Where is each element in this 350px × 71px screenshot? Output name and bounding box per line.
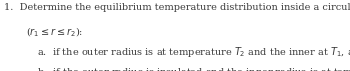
- Text: ($r_1 \leq r \leq r_2$):: ($r_1 \leq r \leq r_2$):: [26, 26, 83, 39]
- Text: a.  if the outer radius is at temperature $T_2$ and the inner at $T_1$, and: a. if the outer radius is at temperature…: [37, 45, 350, 59]
- Text: 1.  Determine the equilibrium temperature distribution inside a circular annulus: 1. Determine the equilibrium temperature…: [4, 3, 350, 12]
- Text: b.  if the outer radius is insulated and the inner radius is at temperature $T_1: b. if the outer radius is insulated and …: [37, 65, 350, 71]
